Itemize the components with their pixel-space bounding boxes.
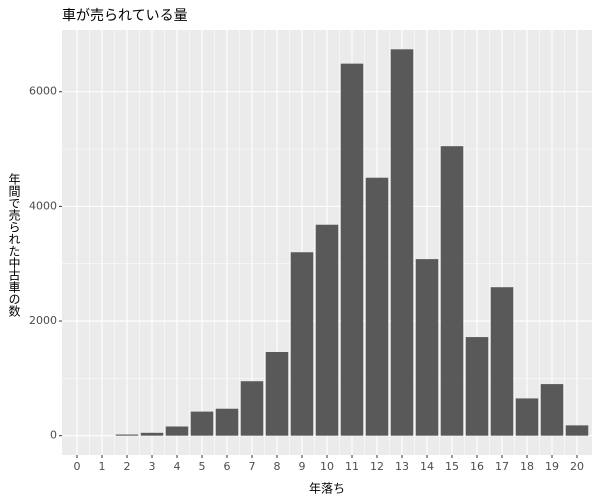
chart-title: 車が売られている量 [62, 7, 188, 24]
x-tick-label: 19 [545, 460, 559, 473]
x-tick-label: 11 [345, 460, 359, 473]
bar [440, 146, 464, 436]
x-tick-label: 16 [470, 460, 484, 473]
bar [315, 224, 339, 436]
x-tick-label: 15 [445, 460, 459, 473]
x-tick-label: 20 [570, 460, 584, 473]
x-tick-label: 6 [224, 460, 231, 473]
bar [190, 411, 214, 436]
bar [290, 252, 314, 436]
bar [490, 287, 514, 436]
x-tick-label: 14 [420, 460, 434, 473]
bar [540, 384, 564, 436]
x-tick-label: 7 [249, 460, 256, 473]
bar [265, 351, 289, 436]
x-tick-label: 2 [124, 460, 131, 473]
x-tick-label: 8 [274, 460, 281, 473]
y-tick-label: 6000 [29, 85, 57, 98]
x-tick-label: 0 [74, 460, 81, 473]
y-tick-label: 4000 [29, 199, 57, 212]
x-tick-label: 9 [299, 460, 306, 473]
x-tick-label: 18 [520, 460, 534, 473]
x-tick-label: 12 [370, 460, 384, 473]
x-tick-label: 10 [320, 460, 334, 473]
bar [565, 425, 589, 436]
x-tick-label: 1 [99, 460, 106, 473]
bar [415, 259, 439, 436]
bar [115, 434, 139, 436]
x-tick-label: 3 [149, 460, 156, 473]
y-tick-label: 2000 [29, 314, 57, 327]
y-axis-title: 年間で売られた中古車の数 [7, 173, 21, 318]
x-axis-title: 年落ち [309, 482, 345, 496]
bar [465, 337, 489, 436]
bar [165, 426, 189, 436]
x-tick-label: 17 [495, 460, 509, 473]
x-tick-label: 5 [199, 460, 206, 473]
bar [365, 177, 389, 436]
bar [340, 63, 364, 436]
bar [140, 432, 164, 436]
bar [215, 408, 239, 436]
x-tick-label: 4 [174, 460, 181, 473]
bar [390, 49, 414, 436]
y-tick-label: 0 [50, 429, 57, 442]
bar [240, 381, 264, 436]
bar [515, 398, 539, 436]
x-tick-label: 13 [395, 460, 409, 473]
